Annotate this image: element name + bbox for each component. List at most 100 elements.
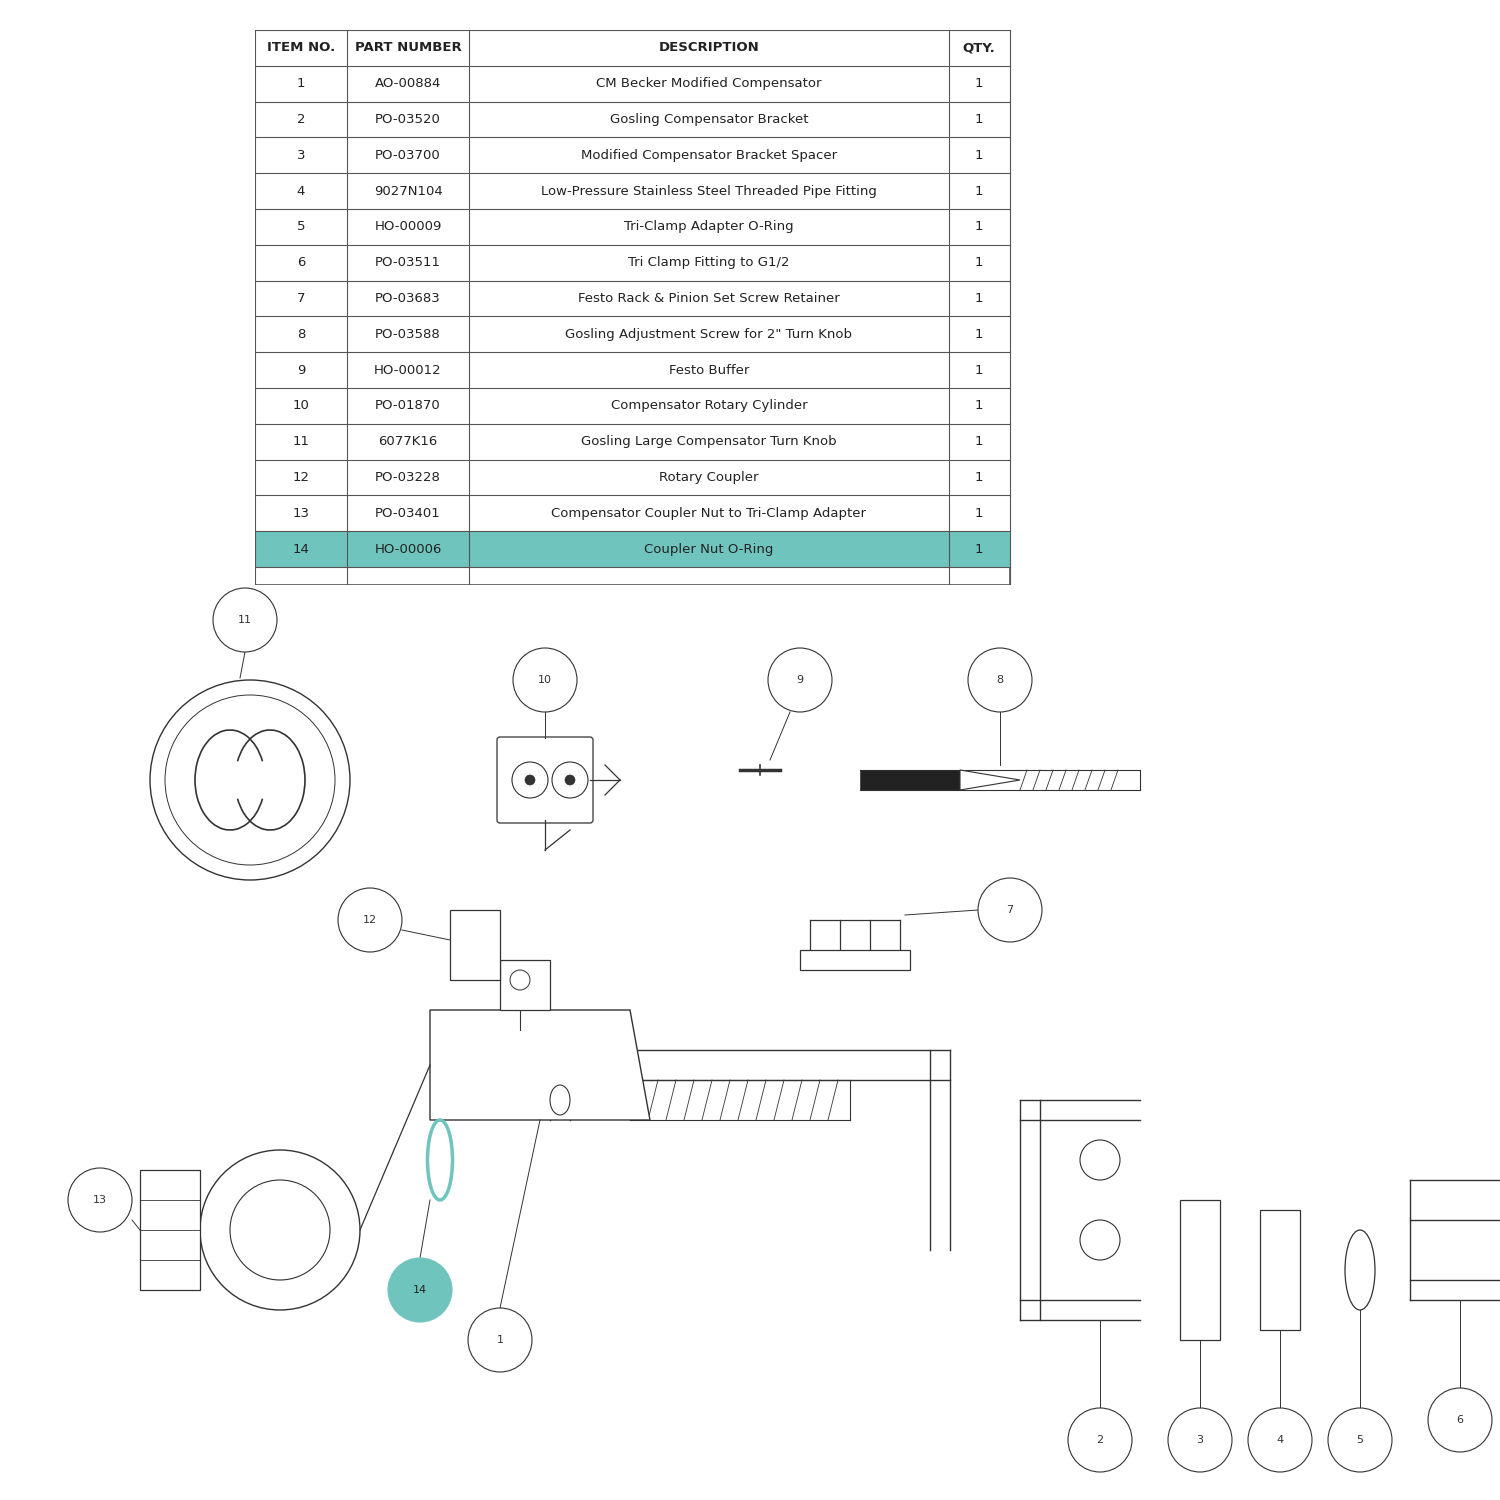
Text: 11: 11	[292, 435, 309, 448]
Text: 11: 11	[238, 615, 252, 626]
Bar	[255, 209, 1010, 245]
Text: 1: 1	[975, 220, 984, 234]
Text: 12: 12	[292, 471, 309, 484]
Text: PO-03228: PO-03228	[375, 471, 441, 484]
Bar	[255, 30, 1010, 585]
Text: Rotary Coupler: Rotary Coupler	[658, 471, 759, 484]
Circle shape	[510, 970, 530, 990]
Text: 8: 8	[297, 328, 304, 340]
Text: 1: 1	[297, 76, 304, 90]
Circle shape	[68, 1168, 132, 1232]
Circle shape	[338, 888, 402, 952]
Text: 2: 2	[1096, 1436, 1104, 1444]
Circle shape	[468, 1308, 532, 1372]
Text: 9: 9	[297, 363, 304, 376]
Circle shape	[768, 648, 832, 712]
Text: 9027N104: 9027N104	[374, 184, 442, 198]
Text: QTY.: QTY.	[963, 42, 996, 54]
Text: 1: 1	[975, 435, 984, 448]
Bar	[800, 950, 910, 970]
Bar	[255, 531, 1010, 567]
Text: CM Becker Modified Compensator: CM Becker Modified Compensator	[596, 76, 822, 90]
Bar	[255, 316, 1010, 352]
Circle shape	[150, 680, 350, 880]
Text: 10: 10	[538, 675, 552, 686]
Circle shape	[1428, 1388, 1492, 1452]
Bar	[255, 495, 1010, 531]
Circle shape	[1248, 1408, 1312, 1472]
Polygon shape	[430, 1010, 650, 1120]
Circle shape	[200, 1150, 360, 1310]
Circle shape	[1168, 1408, 1232, 1472]
Text: 14: 14	[292, 543, 309, 555]
Text: ITEM NO.: ITEM NO.	[267, 42, 334, 54]
Bar	[255, 138, 1010, 172]
Text: Modified Compensator Bracket Spacer: Modified Compensator Bracket Spacer	[580, 148, 837, 162]
Bar	[255, 30, 1010, 66]
Text: Gosling Adjustment Screw for 2" Turn Knob: Gosling Adjustment Screw for 2" Turn Kno…	[566, 328, 852, 340]
Bar	[1260, 1210, 1300, 1330]
Circle shape	[552, 762, 588, 798]
Bar	[859, 770, 960, 790]
Text: 1: 1	[975, 543, 984, 555]
Text: Gosling Large Compensator Turn Knob: Gosling Large Compensator Turn Knob	[580, 435, 837, 448]
Circle shape	[388, 1258, 452, 1322]
Text: PART NUMBER: PART NUMBER	[354, 42, 462, 54]
Text: 5: 5	[297, 220, 304, 234]
Text: AO-00884: AO-00884	[375, 76, 441, 90]
Text: 3: 3	[1197, 1436, 1203, 1444]
Bar	[255, 102, 1010, 138]
Ellipse shape	[1346, 1230, 1376, 1310]
Circle shape	[1080, 1220, 1120, 1260]
Ellipse shape	[550, 1084, 570, 1114]
Circle shape	[1328, 1408, 1392, 1472]
Text: 1: 1	[975, 112, 984, 126]
Text: PO-03588: PO-03588	[375, 328, 441, 340]
Text: 5: 5	[1356, 1436, 1364, 1444]
Text: Compensator Coupler Nut to Tri-Clamp Adapter: Compensator Coupler Nut to Tri-Clamp Ada…	[552, 507, 867, 520]
Text: 1: 1	[975, 184, 984, 198]
Text: PO-03511: PO-03511	[375, 256, 441, 268]
Text: 1: 1	[975, 256, 984, 268]
Text: 1: 1	[975, 76, 984, 90]
Text: PO-01870: PO-01870	[375, 399, 441, 412]
Text: Gosling Compensator Bracket: Gosling Compensator Bracket	[609, 112, 808, 126]
Bar	[255, 388, 1010, 424]
Text: 6: 6	[1456, 1414, 1464, 1425]
Ellipse shape	[427, 1120, 453, 1200]
Polygon shape	[960, 770, 1020, 790]
Circle shape	[213, 588, 278, 652]
Text: Festo Buffer: Festo Buffer	[669, 363, 748, 376]
Text: 1: 1	[975, 363, 984, 376]
Circle shape	[165, 694, 334, 865]
Text: 13: 13	[93, 1196, 106, 1204]
Text: 1: 1	[496, 1335, 504, 1346]
Text: Compensator Rotary Cylinder: Compensator Rotary Cylinder	[610, 399, 807, 412]
Bar	[140, 1170, 200, 1290]
Bar	[255, 352, 1010, 388]
Text: PO-03520: PO-03520	[375, 112, 441, 126]
Text: 13: 13	[292, 507, 309, 520]
Text: 1: 1	[975, 328, 984, 340]
Bar	[255, 459, 1010, 495]
Circle shape	[1080, 1140, 1120, 1180]
Circle shape	[513, 648, 578, 712]
Text: 4: 4	[1276, 1436, 1284, 1444]
Bar	[1180, 1200, 1219, 1340]
Text: 9: 9	[796, 675, 804, 686]
Text: Tri Clamp Fitting to G1/2: Tri Clamp Fitting to G1/2	[628, 256, 789, 268]
Circle shape	[978, 878, 1042, 942]
Bar	[255, 172, 1010, 208]
Text: 4: 4	[297, 184, 304, 198]
Text: HO-00012: HO-00012	[374, 363, 442, 376]
Text: 1: 1	[975, 292, 984, 304]
Text: DESCRIPTION: DESCRIPTION	[658, 42, 759, 54]
Bar	[255, 244, 1010, 280]
Text: 1: 1	[975, 399, 984, 412]
Circle shape	[1068, 1408, 1132, 1472]
Circle shape	[512, 762, 548, 798]
Text: 10: 10	[292, 399, 309, 412]
Bar	[255, 424, 1010, 459]
Bar	[450, 910, 500, 980]
Text: 2: 2	[297, 112, 304, 126]
